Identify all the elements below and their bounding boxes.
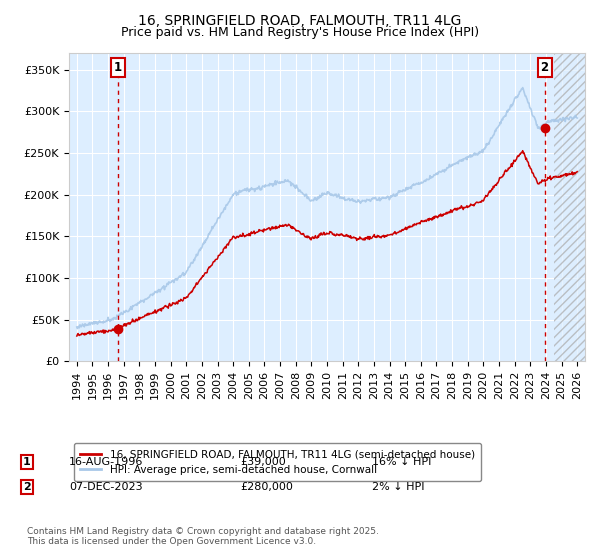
Legend: 16, SPRINGFIELD ROAD, FALMOUTH, TR11 4LG (semi-detached house), HPI: Average pri: 16, SPRINGFIELD ROAD, FALMOUTH, TR11 4LG… (74, 444, 481, 481)
Text: 07-DEC-2023: 07-DEC-2023 (69, 482, 143, 492)
Text: 1: 1 (23, 457, 31, 467)
Text: 2: 2 (23, 482, 31, 492)
Text: Contains HM Land Registry data © Crown copyright and database right 2025.
This d: Contains HM Land Registry data © Crown c… (27, 526, 379, 546)
Text: 16, SPRINGFIELD ROAD, FALMOUTH, TR11 4LG: 16, SPRINGFIELD ROAD, FALMOUTH, TR11 4LG (139, 14, 461, 28)
Text: £280,000: £280,000 (240, 482, 293, 492)
Text: 16-AUG-1996: 16-AUG-1996 (69, 457, 143, 467)
Text: 1: 1 (113, 61, 122, 74)
Bar (554, 53, 585, 361)
Text: 2% ↓ HPI: 2% ↓ HPI (372, 482, 425, 492)
Text: 16% ↓ HPI: 16% ↓ HPI (372, 457, 431, 467)
Text: 2: 2 (541, 61, 549, 74)
Text: Price paid vs. HM Land Registry's House Price Index (HPI): Price paid vs. HM Land Registry's House … (121, 26, 479, 39)
Text: £39,000: £39,000 (240, 457, 286, 467)
